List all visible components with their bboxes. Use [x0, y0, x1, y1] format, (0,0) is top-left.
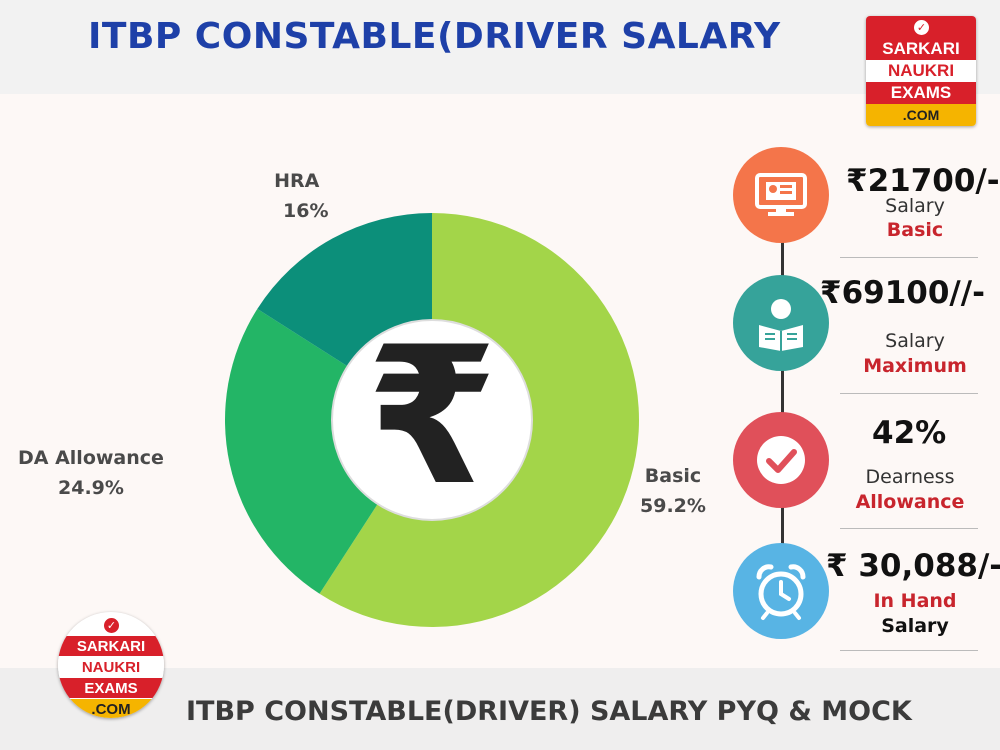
logo-line-1: SARKARI	[58, 636, 164, 656]
donut-slice-da-allowance	[225, 308, 432, 594]
basic-salary-value: ₹21700/-	[846, 163, 1000, 199]
max-salary-value: ₹69100//-	[820, 275, 985, 311]
basic-salary-line1: Salary	[885, 195, 945, 217]
check-badge-icon	[757, 436, 805, 484]
max-salary-line2: Maximum	[863, 355, 967, 377]
slice-value-da: 24.9%	[58, 477, 124, 499]
logo-top-band: ✓	[866, 16, 976, 38]
donut-center-disc	[331, 319, 533, 521]
header-bar	[0, 0, 1000, 94]
logo-line-1: SARKARI	[866, 38, 976, 60]
slice-name-da: DA Allowance	[18, 447, 164, 469]
divider	[840, 528, 978, 529]
slice-name-basic: Basic	[644, 465, 702, 487]
in-hand-line1: In Hand	[873, 590, 957, 612]
page-title: ITBP CONSTABLE(DRIVER SALARY	[88, 16, 781, 57]
footer-title: ITBP CONSTABLE(DRIVER) SALARY PYQ & MOCK	[186, 696, 912, 727]
logo-line-4: .COM	[866, 104, 976, 126]
logo-line-2: NAUKRI	[866, 60, 976, 82]
timeline-icon-1	[733, 147, 829, 243]
logo-line-4: .COM	[58, 699, 164, 718]
rupee-icon: ₹	[366, 306, 498, 527]
slice-name-hra: HRA	[274, 170, 320, 192]
alarm-clock-icon	[756, 564, 806, 620]
check-icon: ✓	[914, 20, 929, 35]
da-line2: Allowance	[855, 491, 965, 513]
slice-value-basic: 59.2%	[640, 495, 706, 517]
check-icon: ✓	[104, 618, 119, 633]
logo-line-2: NAUKRI	[58, 657, 164, 677]
site-logo-round[interactable]: ✓ SARKARI NAUKRI EXAMS .COM	[58, 612, 164, 718]
max-salary-line1: Salary	[885, 330, 945, 352]
footer-bar	[0, 668, 1000, 750]
slice-label-da: DA Allowance 24.9%	[18, 447, 164, 499]
logo-line-3: EXAMS	[866, 82, 976, 104]
da-line1: Dearness	[865, 466, 955, 488]
divider	[840, 393, 978, 394]
timeline-icon-4	[733, 543, 829, 639]
timeline-icon-2	[733, 275, 829, 371]
da-value: 42%	[872, 415, 947, 451]
site-logo[interactable]: ✓ SARKARI NAUKRI EXAMS .COM	[866, 16, 976, 126]
logo-line-3: EXAMS	[58, 678, 164, 698]
in-hand-line2: Salary	[881, 615, 949, 637]
basic-salary-line2: Basic	[886, 219, 944, 241]
in-hand-value: ₹ 30,088/-	[826, 548, 1000, 584]
slice-value-hra: 16%	[283, 200, 329, 222]
slice-label-basic: Basic 59.2%	[640, 465, 706, 517]
timeline-icon-3	[733, 412, 829, 508]
reading-person-icon	[759, 299, 803, 351]
divider	[840, 257, 978, 258]
slice-label-hra: HRA 16%	[265, 170, 328, 222]
monitor-id-card-icon	[755, 173, 807, 216]
divider	[840, 650, 978, 651]
